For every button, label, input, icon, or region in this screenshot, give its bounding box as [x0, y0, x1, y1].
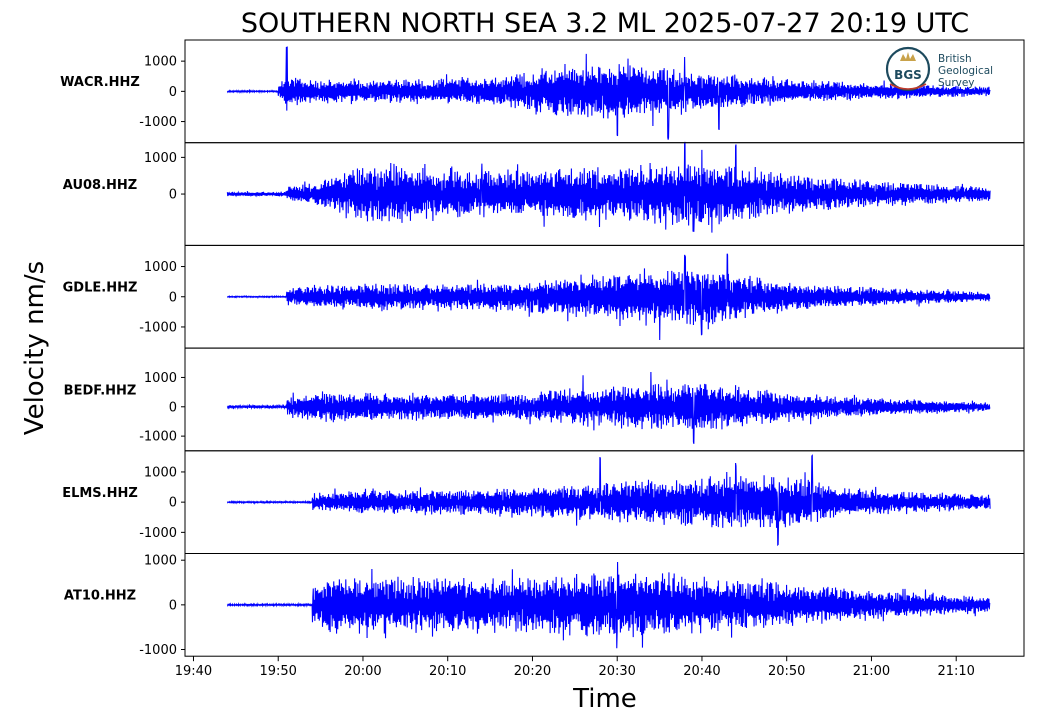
x-tick-label: 19:40	[175, 664, 212, 679]
y-tick-label: 1000	[144, 465, 177, 480]
panels: 1000 0 -1000 WACR.HHZ 1000 0 AU08.HHZ 1000 0 -100…	[60, 39, 1025, 658]
y-tick-label: -1000	[139, 115, 177, 130]
x-tick-label: 20:10	[429, 664, 466, 679]
station-label: WACR.HHZ	[60, 75, 140, 90]
waveform-trace	[226, 46, 991, 140]
x-tick-label: 20:00	[344, 664, 381, 679]
panel-au08: 1000 0 AU08.HHZ	[63, 141, 1025, 246]
y-tick-label: -1000	[139, 526, 177, 541]
logo-line-3: Survey	[938, 77, 975, 89]
x-tick-label: 20:40	[683, 664, 720, 679]
panel-bedf: 1000 0 -1000 BEDF.HHZ	[64, 347, 1025, 452]
x-tick-label: 20:50	[768, 664, 805, 679]
y-tick-label: 1000	[144, 260, 177, 275]
logo-crown-icon	[900, 52, 916, 61]
panel-wacr: 1000 0 -1000 WACR.HHZ	[60, 39, 1025, 144]
logo-line-1: British	[938, 53, 972, 65]
y-tick-label: 0	[169, 496, 177, 511]
logo-line-2: Geological	[938, 65, 993, 77]
waveform-trace	[226, 253, 991, 340]
station-label: GDLE.HHZ	[63, 281, 138, 296]
logo-ring	[885, 46, 931, 92]
y-tick-label: -1000	[139, 320, 177, 335]
x-tick-label: 20:30	[598, 664, 635, 679]
y-tick-label: 1000	[144, 371, 177, 386]
waveform-trace	[226, 561, 991, 649]
waveform-trace	[226, 454, 991, 547]
panel-elms: 1000 0 -1000 ELMS.HHZ	[62, 450, 1025, 554]
y-tick-label: 0	[169, 188, 177, 203]
y-tick-label: -1000	[139, 643, 177, 658]
y-axis-label: Velocity nm/s	[20, 261, 50, 435]
station-label: ELMS.HHZ	[62, 486, 138, 501]
x-tick-label: 21:10	[937, 664, 974, 679]
logo-swoosh-icon	[889, 83, 927, 90]
y-tick-label: 1000	[144, 151, 177, 166]
y-tick-label: 0	[169, 85, 177, 100]
x-tick-label: 19:50	[259, 664, 296, 679]
y-tick-label: 0	[169, 598, 177, 613]
panel-at10: 1000 0 -1000 AT10.HHZ	[64, 553, 1025, 658]
waveform-trace	[226, 371, 991, 444]
logo-mark: BGS	[894, 68, 922, 82]
x-axis-label: Time	[572, 684, 637, 714]
station-label: AT10.HHZ	[64, 589, 136, 604]
x-tick-label: 20:20	[514, 664, 551, 679]
y-tick-label: 1000	[144, 554, 177, 569]
station-label: AU08.HHZ	[63, 178, 137, 193]
x-tick-label: 21:00	[853, 664, 890, 679]
panel-gdle: 1000 0 -1000 GDLE.HHZ	[63, 244, 1025, 349]
chart-title: SOUTHERN NORTH SEA 3.2 ML 2025-07-27 20:…	[241, 8, 969, 39]
waveform-trace	[226, 141, 991, 233]
y-tick-label: -1000	[139, 430, 177, 445]
y-tick-label: 0	[169, 290, 177, 305]
bgs-logo: BGS British Geological Survey	[885, 46, 993, 92]
y-tick-label: 1000	[144, 55, 177, 70]
x-axis: 19:40 19:50 20:00 20:10 20:20 20:30 20:40 20:50…	[175, 656, 975, 679]
station-label: BEDF.HHZ	[64, 383, 137, 398]
y-tick-label: 0	[169, 400, 177, 415]
